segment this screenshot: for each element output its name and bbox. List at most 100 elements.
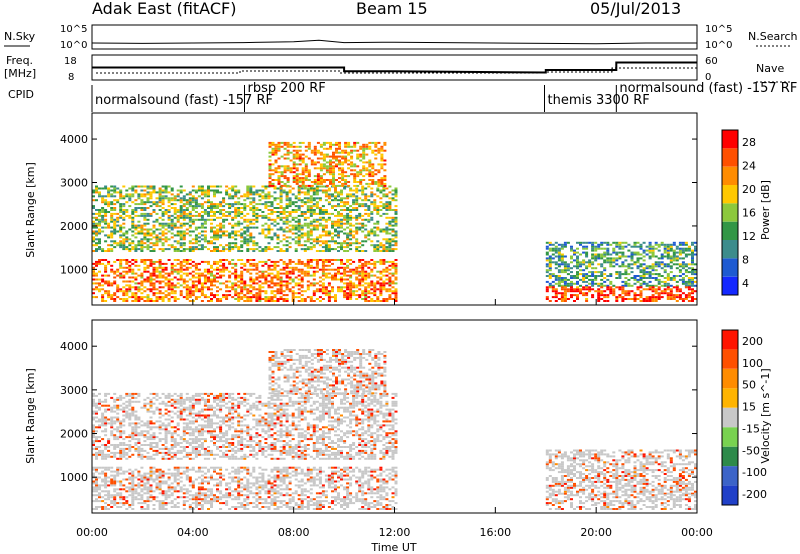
echo-cell-band-3 [694, 277, 697, 279]
echo-cell-band-1 [140, 242, 144, 245]
echo-cell-band-1 [95, 209, 98, 211]
echo-cell-band-0 [234, 262, 238, 265]
echo-cell-band-3 [675, 257, 679, 260]
echo-cell-band-1 [355, 203, 359, 206]
echo-cell-band-1 [267, 218, 271, 221]
echo-cell-band-1 [291, 209, 295, 211]
echo-cell-band-0 [101, 274, 105, 277]
echo-cell-band-2 [307, 179, 311, 181]
echo-cell-band-1 [255, 242, 259, 245]
echo-cell-band-1 [155, 205, 159, 208]
echo-cell-band-0 [137, 470, 141, 473]
echo-cell-band-2 [283, 141, 287, 144]
echo-cell-band-0 [219, 476, 223, 479]
echo-cell-band-0 [119, 260, 123, 263]
echo-cell-band-1 [225, 218, 229, 221]
echo-cell-band-1 [282, 211, 286, 213]
echo-cell-band-0 [246, 298, 250, 300]
echo-cell-band-0 [95, 274, 98, 277]
echo-cell-band-0 [182, 280, 186, 283]
echo-cell-band-0 [267, 264, 271, 267]
echo-cell-band-0 [167, 478, 171, 481]
echo-cell-band-1 [213, 234, 216, 237]
echo-cell-band-0 [155, 496, 159, 499]
echo-cell-band-0 [188, 262, 192, 265]
echo-cell-band-1 [337, 242, 340, 245]
echo-cell-band-1 [131, 224, 135, 227]
echo-cell-band-0 [379, 260, 383, 263]
echo-cell-band-1 [303, 232, 307, 235]
echo-cell-band-1 [288, 230, 292, 233]
echo-cell-band-1 [337, 232, 340, 235]
echo-cell-band-1 [191, 207, 195, 209]
echo-cell-band-0 [228, 276, 232, 279]
echo-cell-band-0 [282, 262, 286, 265]
echo-cell-band-1 [110, 189, 114, 192]
echo-cell-band-3 [672, 241, 676, 244]
echo-cell-band-0 [143, 259, 147, 261]
echo-cell-band-2 [271, 147, 275, 150]
echo-cell-band-0 [352, 292, 356, 295]
echo-cell-band-1 [161, 189, 165, 192]
echo-cell-band-2 [365, 147, 369, 150]
echo-cell-band-3 [600, 284, 604, 287]
echo-cell-band-0 [125, 300, 129, 302]
echo-cell-band-1 [134, 214, 138, 217]
noise-tick-top-right: 10^5 [705, 24, 732, 35]
echo-cell-band-2 [283, 157, 287, 160]
echo-cell-band-0 [213, 280, 216, 283]
echo-cell-band-1 [101, 248, 105, 251]
power-cells [92, 141, 697, 302]
echo-cell-band-2 [338, 151, 341, 154]
echo-cell-band-1 [376, 234, 380, 237]
echo-cell-band-0 [143, 280, 147, 283]
echo-cell-band-4 [600, 294, 604, 297]
echo-cell-band-3 [570, 282, 573, 285]
echo-cell-band-3 [560, 278, 564, 281]
echo-cell-band-3 [630, 277, 634, 279]
echo-cell-band-3 [636, 257, 640, 260]
echo-cell-band-3 [597, 255, 601, 258]
echo-cell-band-1 [373, 209, 377, 211]
echo-cell-band-0 [134, 278, 138, 281]
echo-cell-band-1 [246, 187, 250, 190]
echo-cell-band-3 [606, 278, 610, 281]
echo-cell-band-0 [146, 296, 150, 299]
echo-cell-band-1 [370, 201, 374, 204]
echo-cell-band-1 [285, 205, 289, 208]
echo-cell-band-1 [155, 218, 159, 221]
echo-cell-band-1 [131, 216, 135, 219]
echo-cell-band-0 [225, 286, 229, 289]
nsky-line [91, 39, 697, 45]
echo-cell-band-1 [318, 212, 322, 215]
echo-cell-band-2 [319, 182, 323, 185]
echo-cell-band-4 [687, 292, 691, 295]
echo-cell-band-4 [654, 296, 658, 299]
echo-cell-band-0 [303, 264, 307, 267]
echo-cell-band-1 [122, 242, 126, 245]
echo-cell-band-3 [545, 263, 549, 266]
echo-cell-band-3 [588, 275, 592, 277]
echo-cell-band-0 [312, 259, 316, 261]
echo-cell-band-4 [645, 300, 649, 302]
echo-cell-band-3 [600, 257, 604, 260]
echo-cell-band-0 [294, 292, 298, 295]
echo-cell-band-0 [125, 496, 129, 499]
echo-cell-band-1 [194, 228, 198, 231]
echo-cell-band-0 [246, 268, 250, 271]
echo-cell-band-0 [373, 274, 377, 277]
echo-cell-band-0 [152, 292, 156, 295]
echo-cell-band-0 [152, 498, 156, 501]
echo-cell-band-3 [672, 255, 676, 258]
echo-cell-band-4 [588, 290, 592, 293]
echo-cell-band-1 [243, 238, 247, 241]
echo-cell-band-0 [104, 468, 108, 471]
echo-cell-band-1 [294, 220, 298, 223]
echo-cell-band-1 [213, 205, 216, 208]
echo-cell-band-0 [303, 262, 307, 265]
echo-cell-band-0 [285, 298, 289, 300]
echo-cell-band-3 [684, 280, 688, 283]
echo-cell-band-0 [318, 268, 322, 271]
echo-cell-band-1 [200, 203, 204, 206]
echo-cell-band-1 [216, 224, 219, 227]
